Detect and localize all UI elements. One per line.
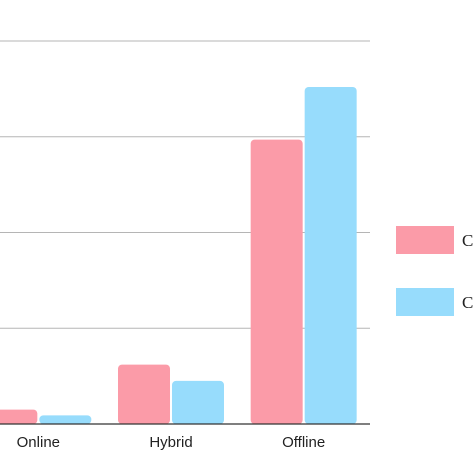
bar-offline-series-2: [304, 86, 357, 425]
legend: CC: [396, 226, 473, 316]
x-tick-labels: Online Hybrid Offline: [17, 434, 326, 451]
legend-label: C: [462, 231, 473, 250]
legend-swatch: [396, 226, 454, 254]
bars: [0, 86, 357, 425]
legend-label: C: [462, 293, 473, 312]
x-tick-label: Offline: [282, 434, 325, 451]
bar-online-series-2: [39, 415, 92, 424]
bar-hybrid-series-1: [118, 364, 170, 424]
x-tick-label: Hybrid: [149, 434, 192, 451]
x-tick-label: Online: [17, 434, 60, 451]
legend-swatch: [396, 288, 454, 316]
bar-offline-series-1: [250, 139, 303, 424]
bar-online-series-1: [0, 409, 38, 424]
bar-hybrid-series-2: [172, 380, 224, 424]
